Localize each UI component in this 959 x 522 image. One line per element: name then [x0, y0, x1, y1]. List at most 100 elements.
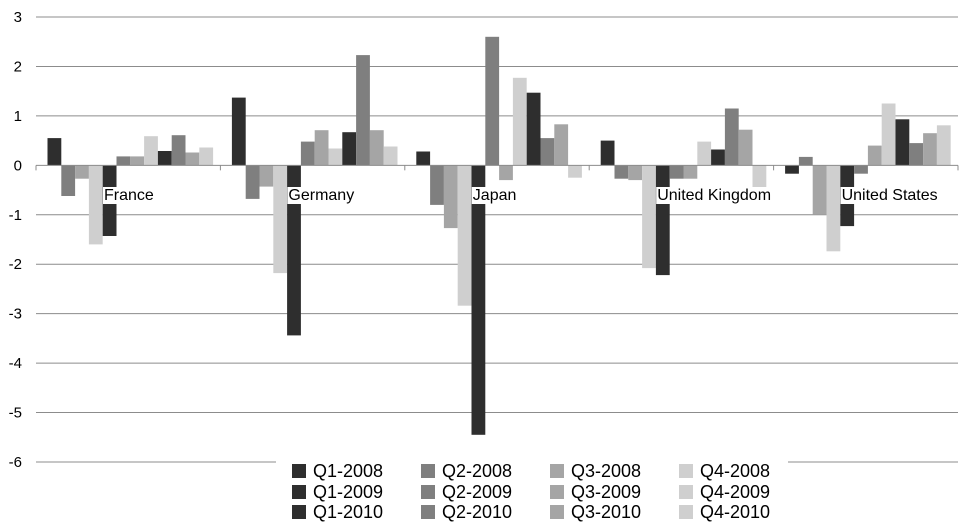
bar	[724, 108, 739, 166]
legend-swatch	[292, 505, 306, 519]
legend-swatch	[550, 485, 564, 499]
bar	[628, 165, 643, 181]
legend-swatch	[679, 464, 693, 478]
bar	[383, 146, 398, 166]
bar	[231, 97, 246, 166]
legend-swatch	[679, 505, 693, 519]
bar	[328, 148, 343, 166]
legend-label: Q3-2009	[571, 482, 641, 502]
legend-label: Q1-2010	[313, 502, 383, 522]
bar	[499, 165, 513, 181]
y-tick-label: 1	[14, 108, 22, 125]
legend-swatch	[550, 505, 564, 519]
bar	[697, 141, 712, 166]
legend-swatch	[421, 505, 435, 519]
bar	[554, 124, 569, 166]
bar	[144, 136, 158, 166]
bar	[185, 152, 200, 166]
legend-label: Q2-2010	[442, 502, 512, 522]
category-label: United Kingdom	[657, 187, 771, 204]
bar	[812, 165, 827, 215]
bar	[75, 165, 89, 179]
bar	[245, 165, 260, 199]
bars	[47, 36, 951, 435]
bar	[826, 165, 841, 252]
bar	[854, 165, 868, 174]
bar	[881, 103, 896, 166]
legend-label: Q4-2009	[700, 482, 770, 502]
bar	[342, 132, 357, 166]
bar	[568, 165, 582, 178]
bar	[157, 151, 172, 166]
category-label-background	[656, 187, 773, 204]
legend-label: Q1-2008	[313, 461, 383, 481]
bar	[273, 165, 288, 274]
bar	[669, 165, 684, 179]
y-axis-tick-labels: 3 2 1 0 -1 -2 -3 -4 -5 -6	[9, 9, 22, 471]
legend-label: Q1-2009	[313, 482, 383, 502]
legend-label: Q3-2008	[571, 461, 641, 481]
y-tick-label: -3	[9, 306, 22, 323]
bar	[798, 156, 813, 166]
bar	[471, 165, 486, 435]
bar	[600, 140, 615, 166]
zero-axis	[35, 164, 959, 171]
legend-label: Q2-2009	[442, 482, 512, 502]
legend-label: Q3-2010	[571, 502, 641, 522]
bar	[61, 165, 76, 196]
legend-swatch	[292, 485, 306, 499]
bar	[116, 156, 131, 166]
bar	[655, 165, 670, 276]
category-label-background	[103, 187, 155, 204]
category-labels: France Germany Japan United Kingdom United S…	[103, 187, 939, 204]
bar	[936, 125, 951, 166]
bar	[923, 133, 937, 166]
y-tick-label: -1	[9, 207, 22, 224]
bar	[287, 165, 301, 336]
legend-swatch	[550, 464, 564, 478]
y-tick-label: 3	[14, 9, 22, 26]
bar	[738, 129, 753, 166]
bar	[895, 119, 910, 166]
category-label: France	[104, 187, 154, 204]
legend-label: Q4-2008	[700, 461, 770, 481]
bar	[752, 165, 767, 190]
category-label-background	[840, 187, 939, 204]
category-label-background	[287, 187, 356, 204]
y-tick-label: 0	[14, 157, 22, 174]
bar	[171, 135, 186, 166]
y-tick-label: -6	[9, 454, 22, 471]
bar	[47, 138, 62, 166]
legend: Q1-2008 Q2-2008 Q3-2008 Q4-2008 Q1-2009 Q2-20…	[276, 458, 788, 522]
category-label: Japan	[473, 187, 517, 204]
category-label-background	[471, 187, 518, 204]
category-label: Germany	[288, 187, 354, 204]
bar	[356, 55, 370, 166]
y-tick-label: 2	[14, 58, 22, 75]
legend-label: Q4-2010	[700, 502, 770, 522]
bar	[430, 165, 444, 205]
legend-swatch	[292, 464, 306, 478]
y-tick-label: -2	[9, 256, 22, 273]
bar	[259, 165, 274, 187]
bar	[369, 130, 384, 166]
legend-background	[276, 458, 788, 522]
bar	[642, 165, 656, 269]
bar	[457, 165, 472, 306]
bar	[540, 138, 555, 166]
bar	[300, 141, 315, 166]
bar	[443, 165, 458, 229]
bar	[909, 143, 924, 166]
legend-swatch	[421, 485, 435, 499]
y-tick-label: -5	[9, 405, 22, 422]
y-tick-label: -4	[9, 355, 22, 372]
bar	[867, 145, 882, 166]
bar	[314, 130, 329, 166]
bar	[683, 165, 698, 179]
legend-swatch	[679, 485, 693, 499]
bar	[785, 165, 799, 174]
bar	[199, 147, 214, 166]
bar	[130, 156, 145, 166]
bar	[416, 151, 431, 166]
